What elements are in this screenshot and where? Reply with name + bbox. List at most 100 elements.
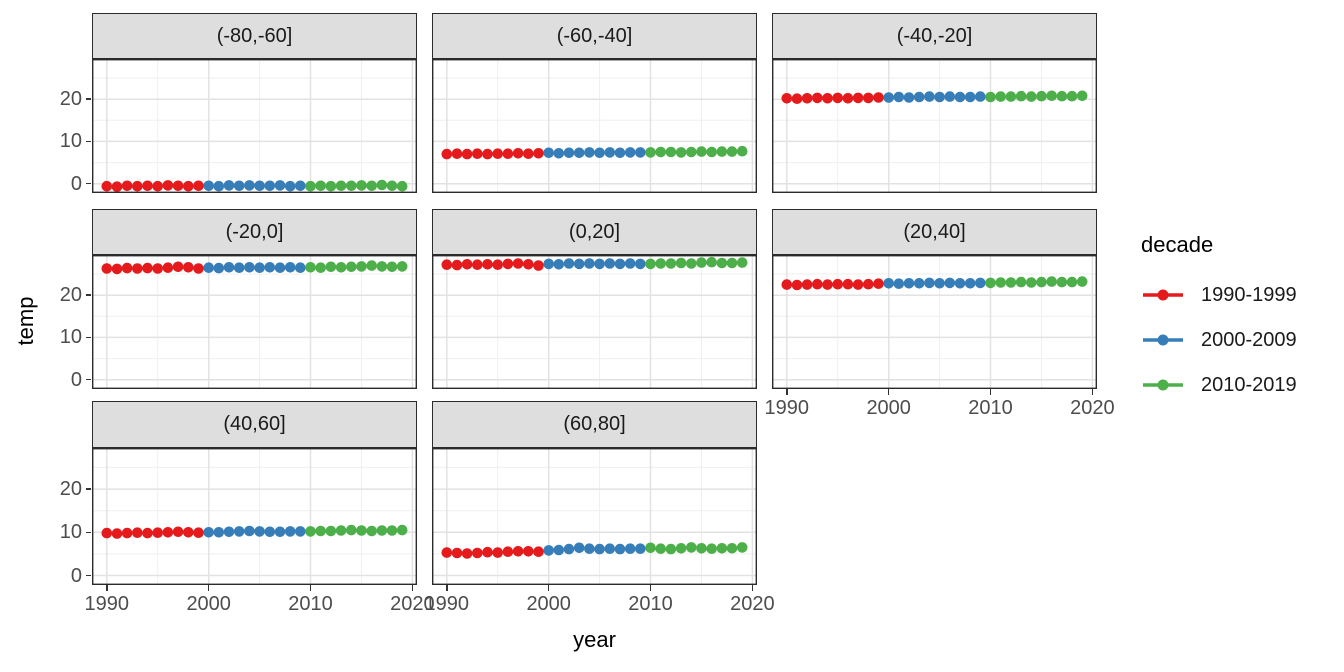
panel-border xyxy=(92,448,417,585)
y-tick-mark xyxy=(86,98,91,100)
data-point xyxy=(655,146,666,158)
data-point xyxy=(315,262,326,273)
data-point xyxy=(366,525,378,537)
legend-items: 1990-1999 2000-2009 2010-2019 xyxy=(1141,282,1297,398)
data-point xyxy=(665,543,677,555)
data-point xyxy=(801,93,813,104)
data-point xyxy=(295,262,306,273)
data-point xyxy=(706,146,717,158)
x-tick-mark xyxy=(751,585,754,591)
x-tick-mark xyxy=(106,585,108,591)
data-point xyxy=(1056,90,1068,102)
data-point xyxy=(995,277,1006,288)
data-point xyxy=(635,147,646,158)
data-point xyxy=(852,279,864,290)
data-point xyxy=(264,180,276,192)
data-point xyxy=(801,279,813,290)
data-point xyxy=(553,544,565,556)
data-point xyxy=(954,91,966,103)
y-tick-label: 0 xyxy=(70,368,82,391)
data-point xyxy=(451,547,463,559)
facet-label: (20,40] xyxy=(903,220,966,243)
y-tick-mark xyxy=(86,488,91,490)
data-point xyxy=(696,146,707,157)
x-tick-label: 2010 xyxy=(968,397,1013,419)
y-tick-mark xyxy=(86,378,91,381)
data-point xyxy=(665,146,677,158)
data-point xyxy=(975,91,986,102)
data-point xyxy=(386,525,398,536)
data-point xyxy=(594,258,605,270)
y-tick-mark xyxy=(86,531,91,534)
data-point xyxy=(386,180,398,192)
facet-panel xyxy=(92,448,417,585)
panel-border xyxy=(92,59,417,193)
data-point xyxy=(655,258,666,269)
data-point xyxy=(944,277,956,289)
data-point xyxy=(645,258,656,270)
y-tick-label: 20 xyxy=(59,478,82,501)
data-point xyxy=(543,258,554,270)
x-tick-label: 2020 xyxy=(390,593,435,615)
y-tick-label: 0 xyxy=(70,172,82,195)
panel-border xyxy=(92,255,417,389)
data-point xyxy=(934,278,945,289)
data-point xyxy=(223,526,235,538)
x-tick-label: 2000 xyxy=(526,593,571,615)
x-tick-mark xyxy=(547,585,550,591)
data-point xyxy=(1056,276,1068,288)
x-tick-label: 2000 xyxy=(186,593,231,615)
data-point xyxy=(1026,91,1037,102)
legend-label: 1990-1999 xyxy=(1201,283,1297,306)
data-point xyxy=(142,180,153,192)
data-point xyxy=(101,180,113,192)
data-point xyxy=(584,147,595,158)
data-point xyxy=(635,543,646,554)
legend-key-point xyxy=(1157,334,1169,346)
data-point xyxy=(461,259,473,270)
data-point xyxy=(624,258,636,269)
data-point xyxy=(162,527,174,538)
data-point xyxy=(1026,277,1037,288)
data-point xyxy=(1066,276,1078,288)
data-point xyxy=(472,547,483,559)
data-point xyxy=(244,180,255,191)
data-point xyxy=(492,259,503,270)
data-point xyxy=(716,543,728,554)
data-point xyxy=(142,527,153,539)
data-point xyxy=(162,262,174,273)
data-point xyxy=(913,278,925,289)
data-point xyxy=(502,258,514,270)
data-point xyxy=(183,262,194,273)
data-point xyxy=(512,546,524,557)
data-point xyxy=(781,93,793,104)
data-point xyxy=(386,261,398,273)
data-point xyxy=(254,526,265,537)
x-tick-mark xyxy=(989,389,992,395)
data-point xyxy=(736,257,748,268)
data-point xyxy=(111,181,123,192)
legend-item: 1990-1999 xyxy=(1141,282,1297,308)
data-point xyxy=(315,525,326,537)
data-point xyxy=(533,148,544,159)
y-tick-mark xyxy=(86,574,91,577)
data-point xyxy=(183,180,194,192)
panel-border xyxy=(432,59,757,193)
data-point xyxy=(121,262,133,274)
data-point xyxy=(305,526,316,537)
data-point xyxy=(584,258,595,269)
data-point xyxy=(822,93,833,104)
data-point xyxy=(233,262,245,273)
data-point xyxy=(502,148,514,159)
data-point xyxy=(244,262,255,273)
data-point xyxy=(1046,90,1057,102)
x-tick-label: 1990 xyxy=(764,397,810,419)
y-tick-label: 20 xyxy=(59,88,82,111)
data-point xyxy=(295,526,306,537)
data-point xyxy=(563,258,575,269)
data-point xyxy=(121,527,133,539)
data-point xyxy=(924,277,935,289)
x-tick-label: 2020 xyxy=(1070,397,1115,419)
data-point xyxy=(376,261,388,272)
x-tick-label: 2000 xyxy=(866,397,911,419)
